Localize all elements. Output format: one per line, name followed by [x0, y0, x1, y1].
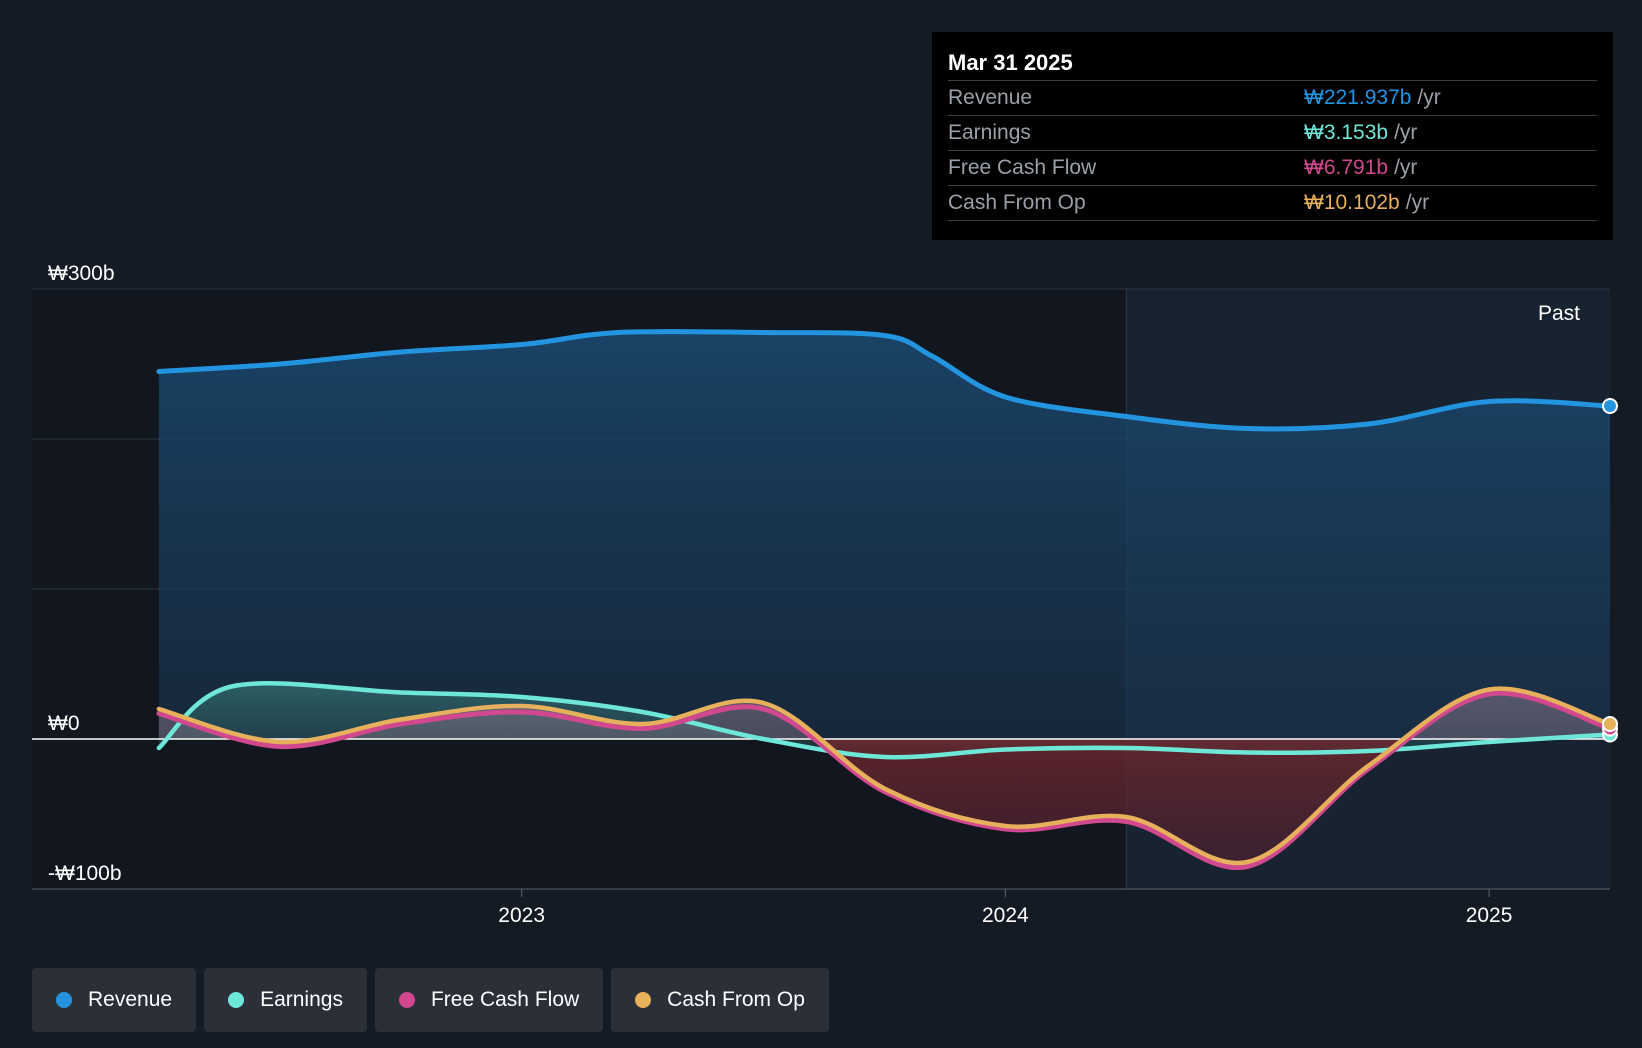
- x-tick-label: 2024: [982, 904, 1029, 927]
- tooltip-row-unit: /yr: [1405, 191, 1430, 214]
- legend-label: Earnings: [260, 988, 343, 1011]
- legend-item-cash-from-op[interactable]: Cash From Op: [611, 968, 829, 1032]
- tooltip-row-unit: /yr: [1417, 86, 1441, 109]
- tooltip-row-value: ₩221.937b: [1304, 86, 1412, 109]
- past-label: Past: [1538, 302, 1580, 325]
- earnings-line: [156, 681, 1613, 760]
- legend: Revenue Earnings Free Cash Flow Cash Fro…: [32, 968, 829, 1032]
- tooltip-row-value: ₩10.102b: [1304, 191, 1400, 214]
- tooltip-row-value: ₩6.791b: [1304, 156, 1389, 179]
- cash-flow-positive-area: [158, 688, 1610, 739]
- tooltip-row-value: ₩3.153b: [1304, 121, 1389, 144]
- legend-label: Free Cash Flow: [430, 988, 580, 1011]
- tooltip-row-label: Earnings: [948, 121, 1031, 144]
- revenue-line: [156, 328, 1613, 432]
- tooltip-row-label: Revenue: [948, 86, 1033, 109]
- legend-dot-icon: [398, 992, 415, 1008]
- y-tick-label: ₩0: [48, 712, 80, 735]
- y-tick-label: ₩300b: [48, 262, 115, 285]
- tooltip-row-cash-from-op: Cash From Op ₩10.102b /yr: [948, 186, 1597, 221]
- tooltip-row-unit: /yr: [1394, 121, 1418, 144]
- legend-dot-icon: [635, 992, 652, 1008]
- free-cash-flow-line: [156, 690, 1613, 871]
- legend-item-free-cash-flow[interactable]: Free Cash Flow: [374, 968, 604, 1032]
- legend-dot-icon: [56, 992, 72, 1008]
- tooltip-row-label: Cash From Op: [948, 191, 1086, 214]
- tooltip-panel: Mar 31 2025 Revenue ₩221.937b /yr Earnin…: [932, 32, 1613, 240]
- tooltip-row-earnings: Earnings ₩3.153b /yr: [948, 116, 1597, 151]
- tooltip-date: Mar 31 2025: [948, 46, 1597, 81]
- y-tick-label: -₩100b: [48, 862, 122, 885]
- legend-item-revenue[interactable]: Revenue: [32, 968, 197, 1032]
- revenue-end-marker: [1602, 398, 1618, 414]
- tooltip-row-unit: /yr: [1394, 156, 1418, 179]
- tooltip-row-revenue: Revenue ₩221.937b /yr: [948, 81, 1597, 116]
- tooltip-row-label: Free Cash Flow: [948, 156, 1097, 179]
- x-tick-label: 2023: [498, 904, 545, 927]
- legend-item-earnings[interactable]: Earnings: [204, 968, 367, 1032]
- legend-label: Cash From Op: [667, 988, 805, 1011]
- tooltip-row-free-cash-flow: Free Cash Flow ₩6.791b /yr: [948, 151, 1597, 186]
- cash-from-op-line: [156, 686, 1613, 866]
- x-tick-label: 2025: [1466, 904, 1513, 927]
- cash-flow-negative-area: [158, 739, 1610, 864]
- cash-from-op-end-marker: [1602, 716, 1618, 732]
- legend-dot-icon: [228, 992, 245, 1008]
- legend-label: Revenue: [88, 988, 173, 1011]
- revenue-area: [158, 331, 1610, 739]
